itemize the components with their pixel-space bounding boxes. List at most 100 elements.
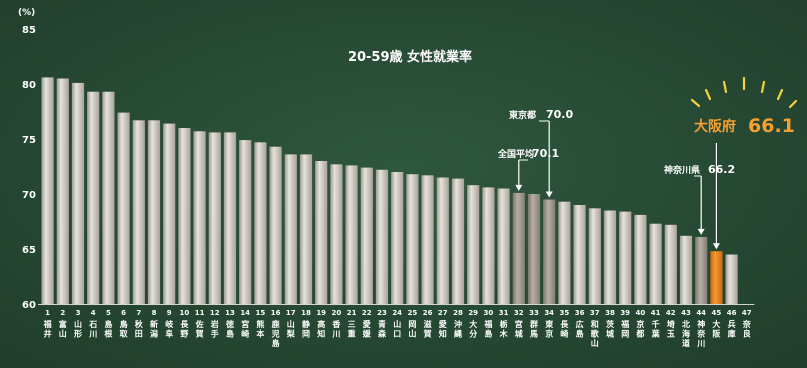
category-rank-label: 3 <box>76 309 81 317</box>
category-name-label: 大阪 <box>712 319 721 339</box>
category-name-label: 神奈川 <box>696 319 706 348</box>
category-name-label: 熊本 <box>255 319 264 339</box>
category-name-label: 宮城 <box>515 319 523 339</box>
category-name-label: 福岡 <box>620 319 629 339</box>
bar <box>543 199 556 304</box>
bar <box>163 123 176 304</box>
bar <box>634 214 647 304</box>
category-rank-label: 31 <box>499 309 509 317</box>
category-rank-label: 32 <box>514 309 524 317</box>
category-rank-label: 44 <box>696 309 706 317</box>
annotation-arrow-head <box>515 184 523 191</box>
highlight-burst-ray <box>690 98 701 108</box>
category-rank-label: 2 <box>60 309 65 317</box>
category-name-label: 栃木 <box>499 319 509 339</box>
bar <box>512 192 525 304</box>
category-name-label: 三重 <box>348 320 356 339</box>
bar <box>649 223 662 304</box>
bar <box>725 254 738 304</box>
annotation-label: 東京都 <box>509 109 536 121</box>
category-rank-label: 36 <box>575 309 585 317</box>
bar <box>56 78 69 304</box>
category-rank-label: 25 <box>408 309 418 317</box>
category-name-label: 福島 <box>483 319 492 339</box>
category-name-label: 群馬 <box>529 319 538 339</box>
category-rank-label: 45 <box>712 309 722 317</box>
category-name-label: 広島 <box>576 319 584 339</box>
annotation-arrow-head <box>697 228 705 235</box>
category-rank-label: 8 <box>152 309 157 317</box>
category-rank-label: 24 <box>392 309 402 317</box>
bar <box>239 140 252 304</box>
category-rank-label: 28 <box>453 309 463 317</box>
category-name-label: 千葉 <box>651 319 661 339</box>
category-rank-label: 1 <box>45 309 50 317</box>
category-rank-label: 22 <box>362 309 372 317</box>
bar <box>375 169 389 304</box>
bar <box>695 236 708 304</box>
bar <box>254 142 267 304</box>
category-name-label: 山口 <box>393 319 401 339</box>
bar <box>573 205 586 304</box>
category-rank-label: 23 <box>377 309 387 317</box>
annotation-arrow-head <box>712 243 720 250</box>
annotation-arrow-head <box>545 191 553 198</box>
category-rank-label: 40 <box>636 309 646 317</box>
category-rank-label: 17 <box>286 309 296 317</box>
category-rank-label: 37 <box>590 309 600 317</box>
category-name-label: 山梨 <box>286 319 296 339</box>
category-rank-label: 10 <box>180 309 190 317</box>
bar <box>421 175 434 304</box>
category-rank-label: 39 <box>620 309 630 317</box>
bar <box>223 132 237 304</box>
y-axis-unit: (%) <box>18 8 35 18</box>
category-rank-label: 18 <box>301 309 311 317</box>
category-name-label: 秋田 <box>134 319 144 339</box>
bar <box>193 131 206 304</box>
bar <box>558 201 571 304</box>
category-name-label: 奈良 <box>742 319 752 339</box>
category-name-label: 長野 <box>180 320 189 339</box>
annotation-value: 70.1 <box>532 147 559 160</box>
annotation-value: 66.2 <box>708 163 735 176</box>
bar <box>330 164 343 304</box>
category-rank-label: 34 <box>544 309 554 317</box>
category-name-label: 岡山 <box>408 320 416 339</box>
category-rank-label: 29 <box>468 309 478 317</box>
y-tick-label: 60 <box>22 300 36 311</box>
category-rank-label: 9 <box>167 309 172 317</box>
y-tick-label: 65 <box>22 245 36 256</box>
category-rank-label: 47 <box>742 309 752 317</box>
category-name-label: 愛媛 <box>362 319 372 339</box>
category-name-label: 愛知 <box>439 319 447 339</box>
annotation-value: 70.0 <box>546 108 573 121</box>
highlight-burst-ray <box>704 88 712 101</box>
category-name-label: 富山 <box>59 319 67 339</box>
category-rank-label: 13 <box>225 309 235 317</box>
category-rank-label: 26 <box>423 309 433 317</box>
bar <box>664 224 677 304</box>
category-rank-label: 21 <box>347 309 357 317</box>
y-axis: 60 65 70 75 80 85 <box>22 25 755 311</box>
bar <box>467 185 480 304</box>
category-rank-label: 5 <box>106 309 111 317</box>
category-name-label: 宮崎 <box>241 319 249 339</box>
category-name-label: 兵庫 <box>728 319 736 339</box>
bar <box>451 178 465 304</box>
bar <box>41 77 54 305</box>
bar <box>132 120 145 304</box>
highlight-burst-ray <box>776 88 784 101</box>
category-name-label: 岩手 <box>210 319 219 339</box>
category-rank-label: 35 <box>560 309 570 317</box>
category-rank-label: 7 <box>136 309 141 317</box>
annotation-label: 全国平均 <box>497 148 534 160</box>
x-axis-categories: 1 福井 2 富山 3 山形 4 石川 5 島根 6 鳥取 7 秋田 8 新潟 9 岐阜 10 長野 11 佐賀 12 岩手 1… <box>43 309 752 348</box>
category-name-label: 佐賀 <box>195 319 204 339</box>
bar-series <box>41 77 738 305</box>
category-name-label: 長崎 <box>560 320 569 339</box>
category-name-label: 島根 <box>104 319 112 339</box>
bar <box>102 91 115 304</box>
category-name-label: 福井 <box>43 319 52 339</box>
category-rank-label: 11 <box>195 309 205 317</box>
